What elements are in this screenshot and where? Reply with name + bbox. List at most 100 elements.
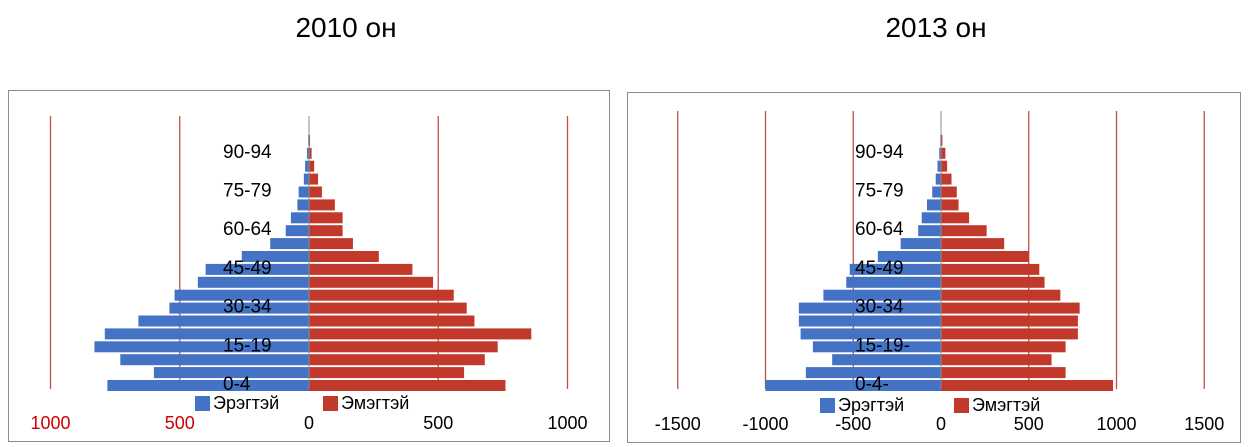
category-label: 90-94 bbox=[855, 142, 904, 163]
female-bar bbox=[309, 173, 319, 185]
female-bar bbox=[941, 263, 1040, 275]
male-bar bbox=[877, 251, 941, 262]
male-bar bbox=[805, 367, 941, 379]
male-bar bbox=[921, 212, 941, 224]
legend-label-male: Эрэгтэй bbox=[213, 393, 279, 413]
category-label: 0-4- bbox=[855, 374, 889, 395]
male-bar bbox=[205, 263, 309, 275]
male-bar bbox=[303, 173, 309, 185]
x-tick-label: 0 bbox=[936, 414, 946, 434]
male-bar bbox=[241, 251, 309, 262]
x-tick-label: 1000 bbox=[1096, 414, 1136, 434]
category-label: 60-64 bbox=[855, 219, 904, 240]
category-label: 0-4 bbox=[223, 374, 251, 395]
female-bar bbox=[941, 315, 1078, 327]
chart-2010-plot: 0-4 15-19 30-34 45-49 60-64 75-79 90-94 1000 500… bbox=[30, 116, 588, 433]
male-bar bbox=[939, 147, 941, 159]
female-bar bbox=[309, 380, 506, 391]
x-tick-label: 1500 bbox=[1184, 414, 1224, 434]
male-bar bbox=[169, 302, 309, 314]
male-bar bbox=[798, 315, 941, 327]
male-bar bbox=[937, 160, 941, 172]
legend-label-male: Эрэгтэй bbox=[838, 395, 904, 415]
legend-swatch-female bbox=[323, 396, 338, 411]
x-tick-label: 500 bbox=[165, 413, 195, 433]
female-bar bbox=[941, 302, 1080, 314]
x-tick-label: -500 bbox=[835, 414, 871, 434]
female-bar bbox=[941, 251, 1029, 262]
female-bar bbox=[941, 328, 1078, 340]
male-bar bbox=[798, 302, 941, 314]
female-bar bbox=[941, 380, 1113, 391]
legend-swatch-female bbox=[954, 398, 969, 413]
female-bar bbox=[941, 199, 959, 211]
x-tick-label: 0 bbox=[304, 413, 314, 433]
male-bar bbox=[153, 367, 309, 379]
female-bar bbox=[941, 238, 1005, 250]
chart-2013-plot: 0-4- 15-19- 30-34 45-49 60-64 75-79 90-94 -1500… bbox=[655, 111, 1224, 434]
female-bar bbox=[309, 341, 498, 353]
female-bar bbox=[309, 199, 335, 211]
male-bar bbox=[932, 186, 941, 198]
chart-title-2010: 2010 он bbox=[295, 12, 397, 43]
legend-swatch-male bbox=[820, 398, 835, 413]
legend-label-female: Эмэгтэй bbox=[972, 395, 1040, 415]
male-bar bbox=[306, 147, 309, 159]
male-bar bbox=[120, 354, 309, 366]
male-bar bbox=[765, 380, 941, 391]
male-bar bbox=[823, 289, 941, 301]
female-bar bbox=[309, 186, 322, 198]
male-bar bbox=[832, 354, 941, 366]
female-bar bbox=[941, 173, 952, 185]
male-bar bbox=[900, 238, 941, 250]
female-bar bbox=[309, 367, 465, 379]
category-label: 60-64 bbox=[223, 219, 272, 240]
male-bar bbox=[138, 315, 309, 327]
male-bar bbox=[849, 263, 941, 275]
male-bar bbox=[800, 328, 941, 340]
male-bar bbox=[812, 341, 941, 353]
male-bar bbox=[305, 160, 309, 172]
x-tick-label: 500 bbox=[1014, 414, 1044, 434]
category-label: 90-94 bbox=[223, 142, 272, 163]
female-bar bbox=[309, 276, 434, 288]
female-bar bbox=[309, 263, 413, 275]
male-bar bbox=[290, 212, 309, 224]
x-tick-label: 1000 bbox=[30, 413, 70, 433]
male-bar bbox=[846, 276, 941, 288]
male-bar bbox=[104, 328, 309, 340]
male-bar bbox=[107, 380, 310, 391]
chart-2010: 0-4 15-19 30-34 45-49 60-64 75-79 90-94 1000 500… bbox=[8, 90, 610, 442]
male-bar bbox=[94, 341, 309, 353]
male-bar bbox=[298, 186, 309, 198]
female-bar bbox=[941, 354, 1052, 366]
female-bar bbox=[941, 341, 1066, 353]
female-bar bbox=[309, 354, 485, 366]
female-bar bbox=[941, 212, 970, 224]
female-bar bbox=[309, 315, 475, 327]
chart-title-2013: 2013 он bbox=[885, 12, 987, 43]
male-bar bbox=[285, 225, 309, 237]
male-bar bbox=[270, 238, 309, 250]
female-bar bbox=[941, 134, 943, 146]
female-bar bbox=[941, 186, 957, 198]
male-bar bbox=[918, 225, 941, 237]
female-bar bbox=[941, 276, 1045, 288]
legend-swatch-male bbox=[195, 396, 210, 411]
female-bar bbox=[941, 160, 948, 172]
female-bar bbox=[309, 147, 312, 159]
x-tick-label: -1000 bbox=[742, 414, 788, 434]
category-label: 15-19 bbox=[223, 335, 272, 356]
female-bar bbox=[309, 328, 532, 340]
female-bar bbox=[309, 225, 343, 237]
category-label: 30-34 bbox=[855, 297, 904, 318]
female-bar bbox=[309, 134, 311, 146]
female-bar bbox=[309, 289, 454, 301]
female-bar bbox=[309, 238, 353, 250]
chart-2013: 0-4- 15-19- 30-34 45-49 60-64 75-79 90-94 -1500… bbox=[627, 92, 1241, 443]
category-label: 45-49 bbox=[223, 258, 272, 279]
category-label: 30-34 bbox=[223, 297, 272, 318]
category-label: 15-19- bbox=[855, 335, 910, 356]
legend-label-female: Эмэгтэй bbox=[341, 393, 409, 413]
male-bar bbox=[926, 199, 941, 211]
